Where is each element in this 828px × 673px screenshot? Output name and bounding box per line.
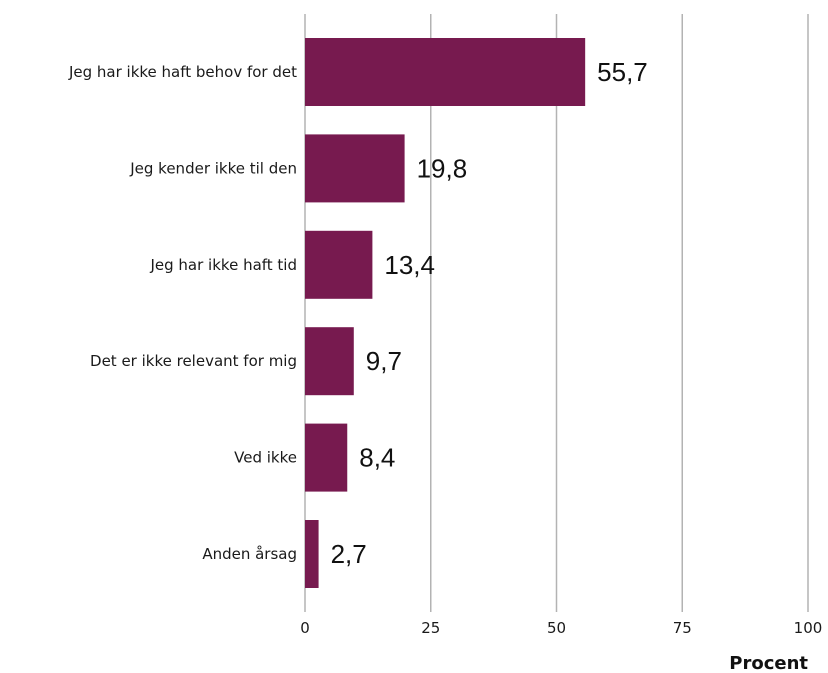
data-label: 2,7 bbox=[331, 539, 367, 569]
data-label: 9,7 bbox=[366, 346, 402, 376]
x-axis-title: Procent bbox=[729, 653, 808, 673]
data-label: 55,7 bbox=[597, 57, 648, 87]
category-label: Det er ikke relevant for mig bbox=[90, 352, 297, 370]
category-label: Jeg har ikke haft behov for det bbox=[68, 63, 297, 81]
x-tick-label: 0 bbox=[300, 619, 310, 637]
bar bbox=[305, 327, 354, 396]
category-label: Anden årsag bbox=[202, 545, 297, 563]
category-label: Jeg kender ikke til den bbox=[129, 159, 297, 177]
category-label: Ved ikke bbox=[234, 449, 297, 467]
data-label: 19,8 bbox=[417, 153, 468, 183]
bars bbox=[305, 38, 586, 588]
value-labels: 55,7 19,8 13,4 9,7 8,4 2,7 bbox=[331, 57, 648, 569]
x-tick-label: 100 bbox=[794, 619, 823, 637]
bar bbox=[305, 520, 319, 588]
bar bbox=[305, 423, 348, 492]
category-labels: Jeg har ikke haft behov for det Jeg kende… bbox=[68, 63, 297, 563]
x-tick-labels: 0 25 50 75 100 bbox=[300, 619, 822, 637]
bar bbox=[305, 134, 405, 203]
x-tick-label: 75 bbox=[673, 619, 692, 637]
data-label: 8,4 bbox=[359, 443, 395, 473]
data-label: 13,4 bbox=[384, 250, 435, 280]
x-tick-label: 25 bbox=[421, 619, 440, 637]
x-tick-label: 50 bbox=[547, 619, 566, 637]
category-label: Jeg har ikke haft tid bbox=[149, 256, 297, 274]
gridlines bbox=[304, 14, 809, 612]
bar bbox=[305, 230, 373, 299]
bar bbox=[305, 38, 586, 106]
